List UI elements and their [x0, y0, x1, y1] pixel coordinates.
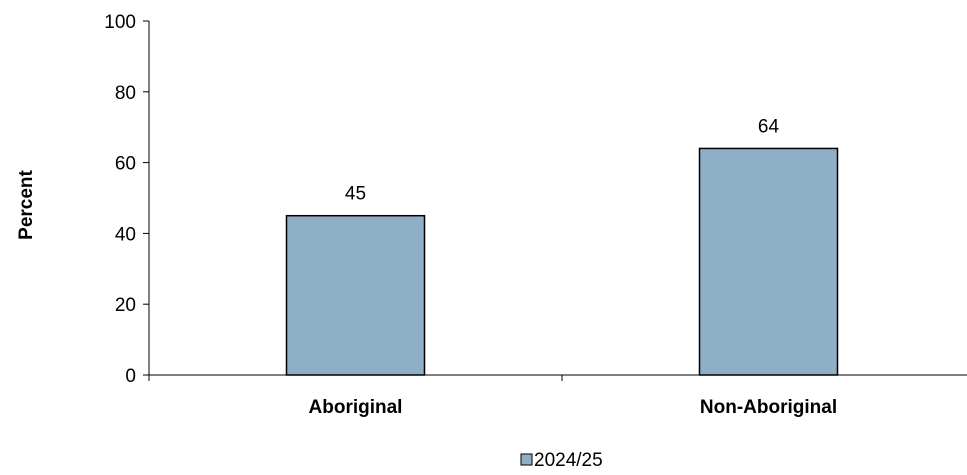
y-axis: 0 20 40 60 80 100: [104, 12, 150, 387]
category-label: Aboriginal: [309, 397, 403, 418]
y-tick-label: 0: [125, 366, 136, 387]
data-label: 64: [758, 116, 780, 137]
category-label: Non-Aboriginal: [700, 397, 837, 418]
legend-swatch-2024-25: [520, 453, 533, 466]
legend-label: 2024/25: [534, 450, 603, 471]
y-tick-label: 20: [115, 295, 136, 316]
bars: [285, 147, 839, 376]
y-axis-title: Percent: [16, 169, 37, 239]
y-tick-label: 60: [115, 154, 136, 175]
y-tick-label: 40: [115, 224, 136, 245]
legend: 2024/25: [520, 450, 603, 471]
data-label: 45: [345, 184, 366, 205]
x-axis: [148, 374, 967, 381]
bar-non-aboriginal: [698, 147, 839, 376]
category-labels: Aboriginal Non-Aboriginal: [309, 397, 838, 418]
y-tick-label: 80: [115, 83, 136, 104]
bar-aboriginal: [285, 214, 426, 376]
y-tick-label: 100: [104, 12, 136, 33]
data-labels: 45 64: [345, 116, 780, 204]
